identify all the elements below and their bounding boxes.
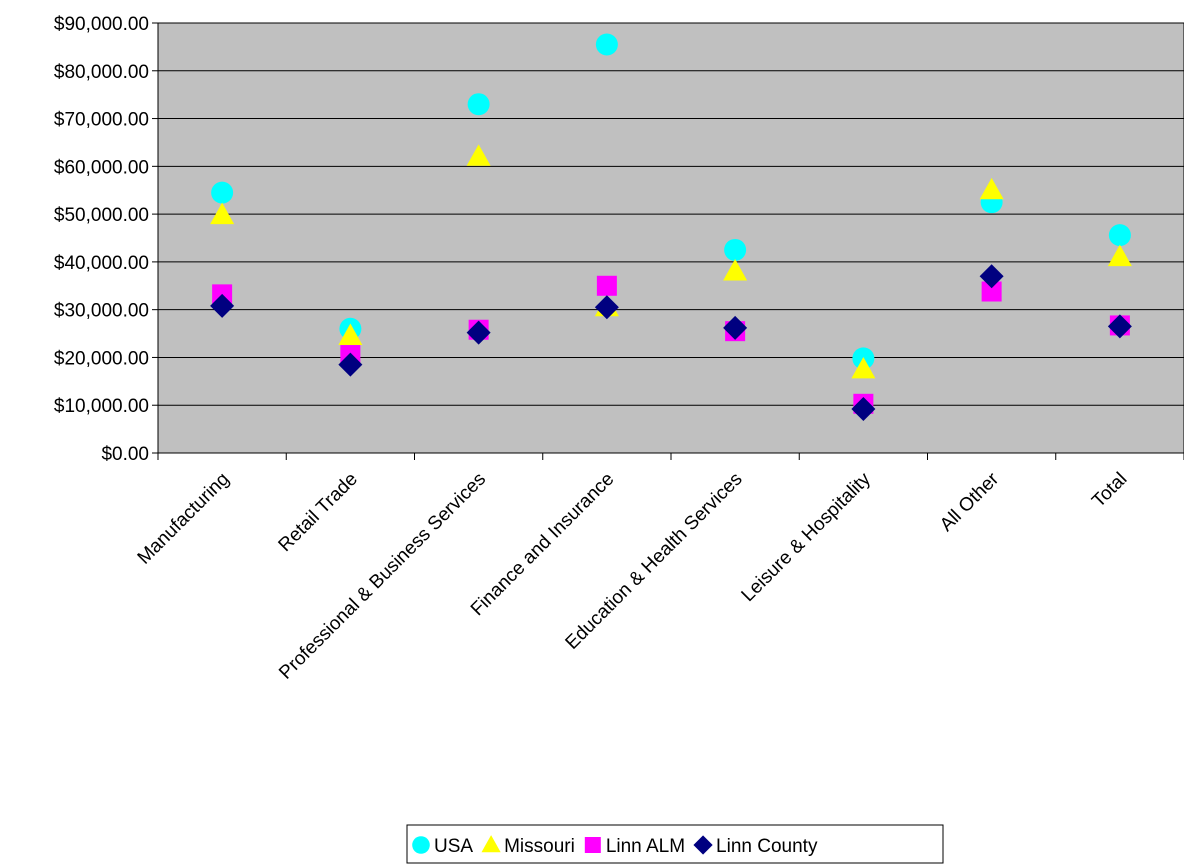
- data-point: [467, 93, 490, 116]
- data-point: [595, 33, 618, 56]
- y-tick-label: $80,000.00: [54, 62, 149, 83]
- data-point: [1107, 244, 1132, 267]
- y-tick-label: $30,000.00: [54, 301, 149, 322]
- data-point: [724, 238, 747, 261]
- legend-label: Missouri: [504, 836, 575, 857]
- legend-box: [406, 824, 944, 864]
- data-point: [723, 259, 748, 281]
- category-label: Retail Trade: [275, 469, 362, 556]
- y-tick-label: $70,000.00: [54, 110, 149, 131]
- y-tick-label: $0.00: [101, 444, 149, 465]
- data-point: [210, 202, 235, 225]
- category-label: Finance and Insurance: [467, 469, 619, 621]
- data-point: [1107, 314, 1132, 339]
- series-usa: [211, 33, 1131, 370]
- y-tick-label: $50,000.00: [54, 205, 149, 226]
- data-point: [979, 264, 1004, 289]
- y-tick-label: $60,000.00: [54, 157, 149, 178]
- legend-marker-triangle: [481, 835, 501, 853]
- y-tick-label: $40,000.00: [54, 253, 149, 274]
- legend-label: Linn County: [716, 836, 818, 857]
- y-tick-label: $90,000.00: [54, 14, 149, 35]
- data-point: [594, 295, 619, 320]
- data-point: [466, 144, 491, 166]
- legend-marker-circle: [412, 836, 430, 854]
- data-point: [981, 281, 1002, 302]
- legend-label: USA: [434, 836, 473, 857]
- category-label: All Other: [936, 468, 1004, 536]
- data-point: [210, 293, 235, 318]
- legend-marker-square: [584, 837, 601, 853]
- data-markers: [210, 33, 1132, 422]
- y-tick-label: $20,000.00: [54, 348, 149, 369]
- gridlines: [158, 22, 1184, 406]
- category-label: Total: [1088, 469, 1131, 512]
- data-point: [466, 320, 491, 345]
- data-point: [338, 352, 363, 377]
- y-axis: $0.00 $10,000.00 $20,000.00 $30,000.00 $40,0…: [54, 14, 159, 465]
- data-point: [338, 323, 363, 345]
- category-label: Professional & Business Services: [275, 469, 490, 684]
- legend-label: Linn ALM: [606, 836, 685, 857]
- data-point: [596, 275, 617, 296]
- category-label: Leisure & Hospitality: [738, 468, 876, 606]
- legend: USA Missouri Linn ALM Linn County: [406, 824, 944, 864]
- data-point: [851, 397, 876, 422]
- data-point: [723, 315, 748, 340]
- data-point: [851, 356, 876, 379]
- category-label: Manufacturing: [134, 469, 234, 569]
- plot-area: [157, 22, 1184, 454]
- series-missouri: [210, 144, 1132, 379]
- series-linn-county: [210, 264, 1132, 422]
- data-point: [211, 181, 234, 204]
- y-tick-label: $10,000.00: [54, 396, 149, 417]
- data-point: [1108, 224, 1131, 247]
- legend-marker-diamond: [693, 835, 713, 855]
- data-point: [979, 177, 1004, 200]
